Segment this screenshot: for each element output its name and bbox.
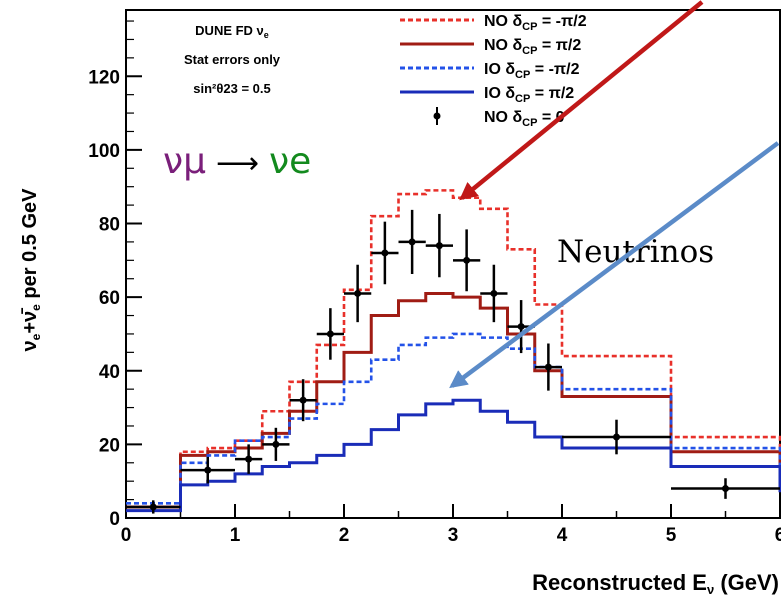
data-point [289, 379, 317, 422]
series-line-2 [126, 332, 781, 505]
red-arrow [459, 0, 704, 201]
data-point [316, 308, 344, 360]
point-marker [245, 455, 253, 463]
data-point [425, 213, 453, 278]
data-point [453, 229, 481, 292]
point-marker [613, 433, 620, 441]
y-tick-label: 0 [109, 509, 120, 530]
data-point [562, 419, 671, 455]
x-tick-label: 6 [775, 525, 781, 546]
info-box: DUNE FD νe Stat errors only sin²θ23 = 0.… [184, 23, 281, 96]
x-tick-label: 5 [666, 525, 677, 546]
data-point [235, 444, 263, 474]
info-mixing: sin²θ23 = 0.5 [193, 81, 271, 96]
y-tick-label: 40 [99, 362, 120, 383]
x-axis-title: Reconstructed Eν (GeV) [532, 570, 779, 597]
data-point [371, 221, 399, 285]
x-tick-label: 0 [121, 525, 132, 546]
legend-label: NO δCP = π/2 [484, 37, 581, 57]
data-point [126, 500, 181, 514]
point-marker [463, 256, 471, 264]
point-marker [408, 238, 416, 246]
legend-entry: NO δCP = -π/2 [400, 13, 587, 33]
point-marker [272, 440, 280, 448]
data-point [671, 478, 780, 499]
legend-label: IO δCP = π/2 [484, 85, 574, 105]
point-marker [326, 330, 334, 338]
data-point [262, 427, 290, 461]
data-point [534, 343, 562, 391]
process-to-label: νe [269, 141, 311, 182]
data-point [398, 209, 426, 274]
legend-entry: NO δCP = 0 [433, 107, 565, 129]
point-marker [517, 323, 525, 331]
x-tick-label: 1 [230, 525, 241, 546]
process-annotation: νμ ⟶ νe [163, 141, 311, 182]
data-point [344, 264, 372, 323]
x-tick-label: 2 [339, 525, 350, 546]
info-errors: Stat errors only [184, 52, 281, 67]
y-axis-title: νe+ν̄e per 0.5 GeV [19, 188, 43, 352]
legend-entry: IO δCP = -π/2 [400, 61, 580, 81]
point-marker [381, 249, 389, 257]
y-tick-label: 120 [88, 67, 120, 88]
point-marker [544, 363, 552, 371]
point-marker [299, 396, 307, 404]
process-arrow: ⟶ [216, 146, 259, 181]
data-points-layer [126, 209, 780, 514]
legend-label: IO δCP = -π/2 [484, 61, 580, 81]
neutrinos-label: Neutrinos [557, 234, 714, 270]
legend-label: NO δCP = -π/2 [484, 13, 587, 33]
legend-entry: NO δCP = π/2 [400, 37, 581, 57]
point-marker [490, 289, 498, 297]
series-line-3 [126, 398, 781, 513]
x-tick-label: 3 [448, 525, 459, 546]
point-marker [722, 485, 729, 493]
point-marker [204, 466, 212, 474]
legend-entry: IO δCP = π/2 [400, 85, 574, 105]
y-tick-label: 60 [99, 288, 120, 309]
x-tick-label: 4 [557, 525, 568, 546]
data-point [480, 264, 508, 323]
legend: NO δCP = -π/2 NO δCP = π/2 IO δCP = -π/2 IO… [400, 13, 587, 129]
point-marker [354, 289, 362, 297]
y-tick-label: 80 [99, 215, 120, 236]
blue-arrow [449, 141, 780, 389]
info-detector: DUNE FD νe [195, 23, 269, 40]
point-marker [435, 242, 443, 250]
process-from-label: νμ [163, 141, 206, 182]
point-marker [149, 503, 157, 511]
legend-point-marker [433, 112, 441, 120]
data-point [180, 456, 235, 484]
y-tick-label: 100 [88, 141, 120, 162]
y-tick-label: 20 [99, 435, 120, 456]
